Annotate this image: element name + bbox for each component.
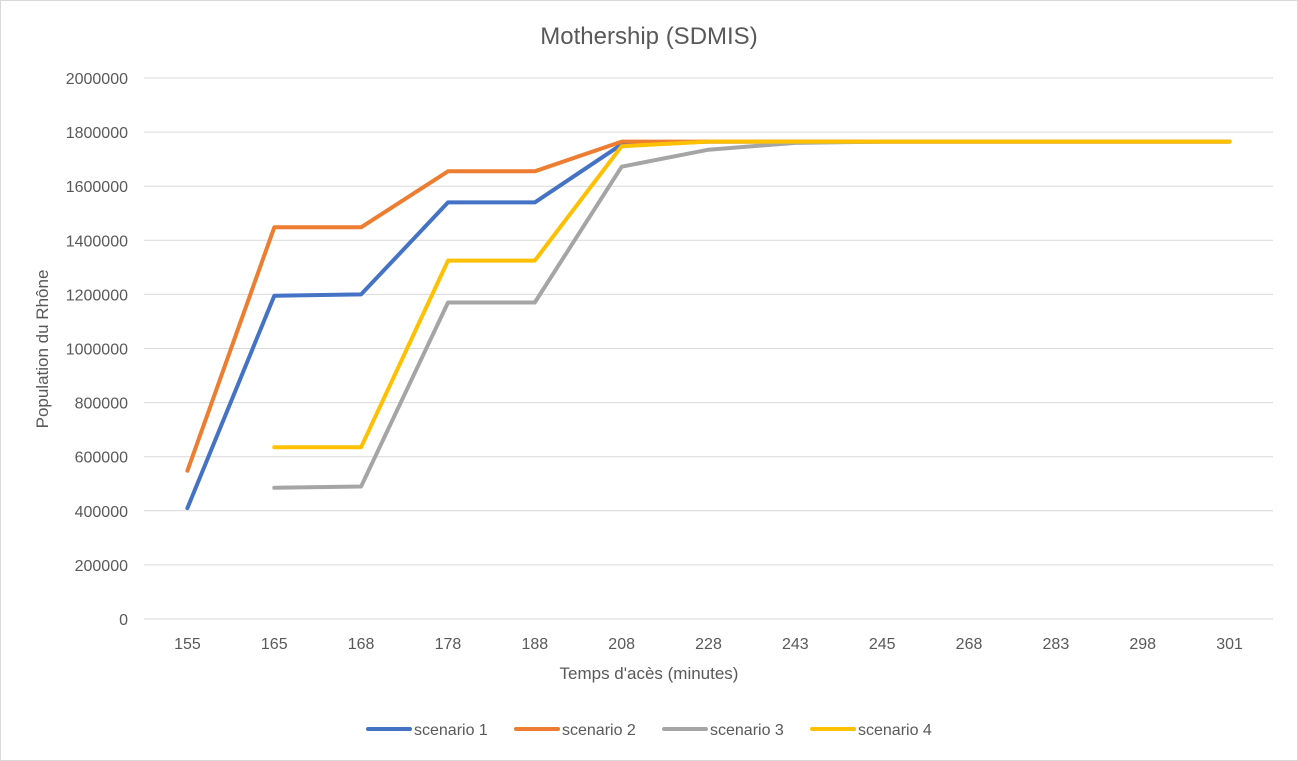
legend-item: scenario 2 <box>514 722 636 739</box>
series-lines <box>185 139 1232 511</box>
x-tick-label: 188 <box>521 636 548 653</box>
y-tick-label: 400000 <box>75 504 128 521</box>
legend-label: scenario 4 <box>858 722 932 739</box>
series-line-scenario-4 <box>272 139 1232 450</box>
x-tick-label: 243 <box>782 636 809 653</box>
legend: scenario 1 scenario 2 scenario 3 scenario 4 <box>366 722 932 739</box>
x-tick-label: 178 <box>435 636 462 653</box>
y-tick-label: 2000000 <box>66 71 128 88</box>
y-tick-label: 600000 <box>75 450 128 467</box>
x-tick-label: 165 <box>261 636 288 653</box>
x-tick-label: 208 <box>608 636 635 653</box>
legend-item: scenario 3 <box>662 722 784 739</box>
series-line-scenario-2 <box>185 139 1232 473</box>
x-tick-label: 168 <box>348 636 375 653</box>
y-axis-ticks: 0 200000 400000 600000 800000 1000000 1200000 1… <box>66 71 128 629</box>
y-tick-label: 800000 <box>75 396 128 413</box>
x-tick-label: 228 <box>695 636 722 653</box>
y-tick-label: 200000 <box>75 558 128 575</box>
x-tick-label: 298 <box>1129 636 1156 653</box>
y-tick-label: 1600000 <box>66 179 128 196</box>
x-tick-label: 155 <box>174 636 201 653</box>
series-line-scenario-1 <box>185 139 1232 511</box>
x-tick-label: 283 <box>1043 636 1070 653</box>
x-axis-ticks: 155 165 168 178 188 208 228 243 245 268 283 298 301 <box>174 636 1243 653</box>
y-tick-label: 1800000 <box>66 125 128 142</box>
chart-title: Mothership (SDMIS) <box>540 23 757 50</box>
legend-label: scenario 3 <box>710 722 784 739</box>
x-tick-label: 301 <box>1216 636 1243 653</box>
x-tick-label: 245 <box>869 636 896 653</box>
x-axis-title: Temps d'acès (minutes) <box>560 664 739 683</box>
y-tick-label: 1200000 <box>66 287 128 304</box>
y-tick-label: 0 <box>119 612 128 629</box>
legend-label: scenario 2 <box>562 722 636 739</box>
y-tick-label: 1400000 <box>66 233 128 250</box>
x-tick-label: 268 <box>956 636 983 653</box>
y-axis-title: Population du Rhône <box>33 270 52 429</box>
legend-label: scenario 1 <box>414 722 488 739</box>
gridlines <box>144 77 1273 620</box>
legend-item: scenario 1 <box>366 722 488 739</box>
legend-item: scenario 4 <box>810 722 932 739</box>
series-line-scenario-3 <box>272 139 1232 490</box>
y-tick-label: 1000000 <box>66 342 128 359</box>
